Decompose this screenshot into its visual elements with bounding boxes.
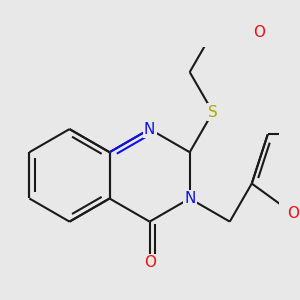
Text: N: N bbox=[144, 122, 155, 136]
Text: O: O bbox=[144, 255, 156, 270]
Text: S: S bbox=[208, 105, 218, 120]
Text: N: N bbox=[184, 191, 195, 206]
Text: O: O bbox=[288, 206, 300, 221]
Text: O: O bbox=[253, 25, 265, 40]
